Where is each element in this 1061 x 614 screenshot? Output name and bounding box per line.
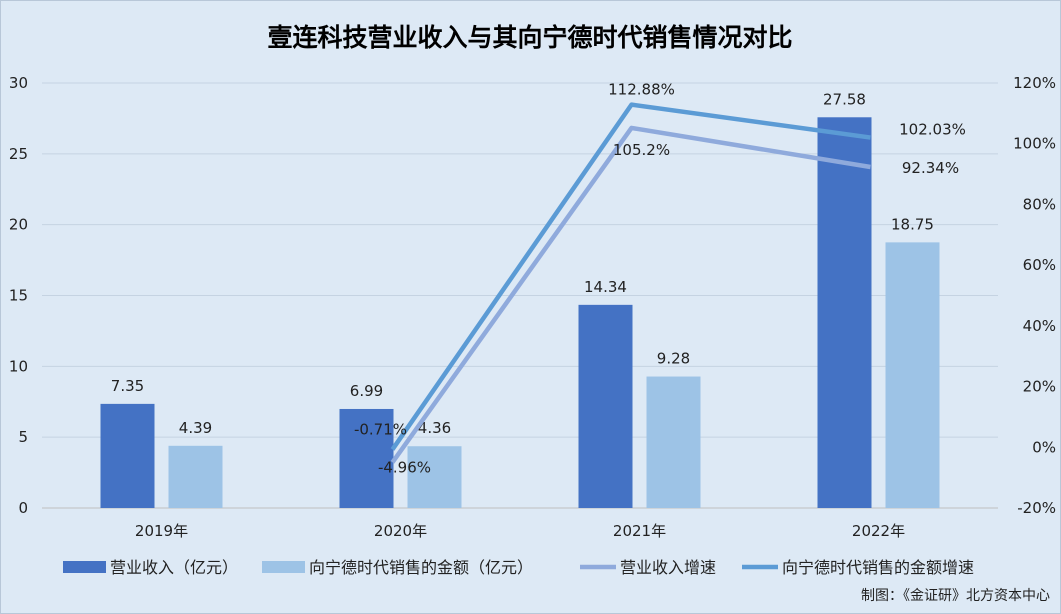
line-data-label: 102.03% (899, 121, 966, 139)
line-data-label: -4.96% (378, 458, 431, 476)
bar-data-label: 6.99 (350, 382, 383, 400)
legend-swatch (63, 561, 106, 573)
bar-data-label: 14.34 (584, 278, 627, 296)
y-left-tick-label: 0 (18, 499, 28, 517)
line-data-label: -0.71% (354, 420, 407, 438)
x-tick-label: 2020年 (374, 522, 427, 540)
bar (885, 242, 940, 508)
series-line (390, 125, 871, 464)
y-right-tick-label: 60% (1023, 256, 1056, 274)
legend-label: 向宁德时代销售的金额增速 (782, 558, 974, 577)
x-tick-label: 2022年 (852, 522, 905, 540)
y-left-tick-label: 30 (9, 74, 28, 92)
y-left-tick-label: 20 (9, 216, 28, 234)
x-tick-label: 2021年 (613, 522, 666, 540)
bar-data-label: 9.28 (657, 350, 690, 368)
y-right-tick-label: -20% (1017, 499, 1056, 517)
y-right-tick-label: 80% (1023, 195, 1056, 213)
y-right-tick-label: 0% (1032, 438, 1056, 456)
bar-data-label: 18.75 (891, 215, 934, 233)
legend-label: 营业收入（亿元） (110, 558, 238, 577)
bar (817, 117, 872, 509)
legend-label: 向宁德时代销售的金额（亿元） (309, 558, 533, 577)
bar (407, 446, 462, 508)
bar (578, 304, 633, 508)
chart-title: 壹连科技营业收入与其向宁德时代销售情况对比 (267, 23, 792, 52)
line-data-label: 92.34% (902, 159, 959, 177)
bar-data-label: 4.36 (418, 419, 451, 437)
bar (646, 376, 701, 508)
y-right-tick-label: 100% (1013, 135, 1056, 153)
bar-data-label: 7.35 (111, 377, 144, 395)
y-left-tick-label: 25 (9, 145, 28, 163)
legend-label: 营业收入增速 (620, 558, 716, 577)
y-left-tick-label: 15 (9, 287, 28, 305)
legend-swatch (262, 561, 305, 573)
bar (100, 403, 155, 508)
x-tick-label: 2019年 (135, 522, 188, 540)
y-left-tick-label: 5 (18, 428, 28, 446)
bar (168, 445, 223, 508)
y-left-tick-label: 10 (9, 357, 28, 375)
y-right-tick-label: 120% (1013, 74, 1056, 92)
series-line (390, 102, 871, 451)
source-note: 制图：《金证研》北方资本中心 (861, 588, 1050, 604)
line-data-label: 112.88% (608, 81, 675, 99)
bar (339, 408, 394, 508)
bar-data-label: 27.58 (823, 90, 866, 108)
y-right-tick-label: 40% (1023, 317, 1056, 335)
bar-data-label: 4.39 (179, 419, 212, 437)
y-right-tick-label: 20% (1023, 378, 1056, 396)
line-data-label: 105.2% (613, 141, 670, 159)
